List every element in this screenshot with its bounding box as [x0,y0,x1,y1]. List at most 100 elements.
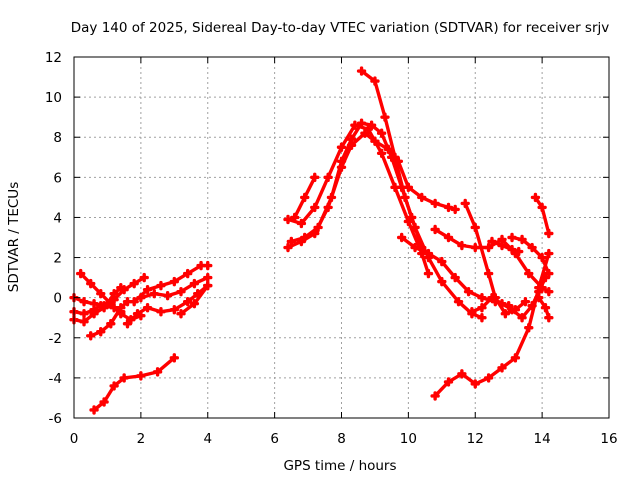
data-point [182,296,193,307]
data-point [142,302,153,313]
data-point [500,309,511,319]
data-point [86,278,96,289]
data-point [142,284,153,295]
data-point [380,112,390,122]
data-point [346,134,357,144]
data-point [487,236,497,247]
axis-ticks [73,56,610,419]
data-point [517,234,527,245]
y-tick-label: 0 [53,291,62,307]
data-point [457,240,467,251]
data-series [69,66,554,415]
data-point [313,222,323,233]
data-point [477,292,487,303]
data-point [544,286,554,297]
data-point [417,192,427,203]
series-sat-e [86,296,133,341]
data-point [363,124,373,134]
data-point [152,367,163,377]
y-tick-label: 4 [53,210,62,226]
data-point [450,204,460,215]
data-point [514,246,524,257]
data-point [336,156,347,166]
data-point [122,319,133,329]
data-point [537,202,547,213]
series-sat-q [430,248,554,401]
data-point [96,288,106,299]
series-sat-u [487,236,524,257]
x-tick-label: 16 [600,431,617,447]
series-sat-n [289,172,320,223]
data-point [296,218,307,229]
series-sat-m [283,120,434,279]
data-point [193,288,203,299]
data-point [176,286,186,297]
data-point [116,282,126,293]
series-sat-j [176,280,213,319]
data-point [162,290,173,301]
data-point [99,397,109,407]
data-point [156,280,166,291]
data-point [356,66,367,76]
data-point [370,76,380,86]
series-sat-v [507,232,554,279]
data-point [300,232,310,243]
data-point [477,313,487,323]
data-point [189,278,200,289]
data-point [450,272,460,283]
data-point [106,319,116,329]
data-point [460,198,470,209]
chart-title: Day 140 of 2025, Sidereal Day-to-day VTE… [71,20,610,36]
data-point [497,298,507,309]
series-sat-g [122,280,213,329]
data-point [443,202,454,213]
data-point [286,236,297,247]
data-point [477,302,487,313]
x-axis-label: GPS time / hours [283,458,396,474]
data-point [507,232,517,243]
data-point [176,309,186,319]
data-point [470,242,480,253]
data-point [75,268,86,279]
data-point [350,120,360,130]
data-point [86,331,96,341]
data-point [89,298,99,309]
data-point [410,242,420,253]
data-point [544,228,554,239]
data-point [390,152,400,162]
data-point [79,317,89,327]
data-point [540,302,551,313]
data-point [149,288,159,299]
data-point [483,242,494,253]
data-point [89,405,99,415]
data-point [182,268,193,279]
data-point [483,268,494,279]
data-point [132,309,143,319]
x-tick-labels: 0 2 4 6 8 10 12 14 16 [70,431,618,447]
x-tick-label: 10 [400,431,417,447]
data-point [136,371,146,381]
x-tick-label: 4 [203,431,212,447]
data-point [527,300,537,311]
data-point [517,313,527,323]
data-point [169,353,180,363]
data-point [116,302,126,313]
data-point [403,216,414,227]
series-sat-w [530,192,554,239]
data-point [437,256,447,267]
data-point [470,379,480,389]
data-point [443,232,454,243]
data-point [430,391,440,401]
data-point [520,296,531,307]
gridlines [74,57,609,418]
data-point [283,214,293,225]
data-point [527,242,537,253]
data-point [443,377,454,387]
data-point [537,252,547,263]
data-point [524,268,534,279]
x-tick-label: 12 [467,431,484,447]
data-point [326,192,337,203]
x-tick-label: 6 [270,431,279,447]
data-point [524,323,534,333]
